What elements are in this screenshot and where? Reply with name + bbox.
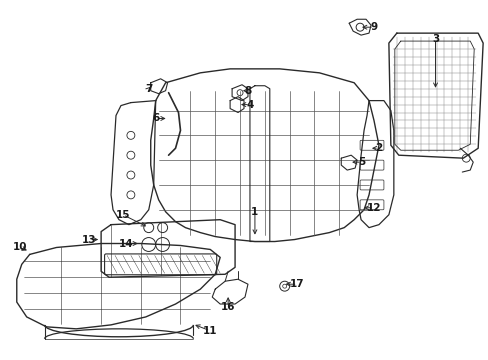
Text: 12: 12 bbox=[366, 203, 381, 213]
Text: 2: 2 bbox=[375, 143, 382, 153]
Text: 9: 9 bbox=[370, 22, 377, 32]
Text: 10: 10 bbox=[13, 243, 27, 252]
Text: 11: 11 bbox=[203, 326, 217, 336]
Text: 5: 5 bbox=[358, 157, 365, 167]
Text: 17: 17 bbox=[290, 279, 305, 289]
Text: 6: 6 bbox=[152, 113, 159, 123]
Text: 14: 14 bbox=[119, 239, 133, 248]
Text: 7: 7 bbox=[145, 84, 152, 94]
Text: 4: 4 bbox=[246, 100, 253, 109]
Text: 3: 3 bbox=[431, 34, 438, 44]
Text: 16: 16 bbox=[221, 302, 235, 312]
Text: 8: 8 bbox=[244, 86, 251, 96]
Text: 1: 1 bbox=[251, 207, 258, 217]
Text: 13: 13 bbox=[82, 234, 96, 244]
Text: 15: 15 bbox=[116, 210, 130, 220]
